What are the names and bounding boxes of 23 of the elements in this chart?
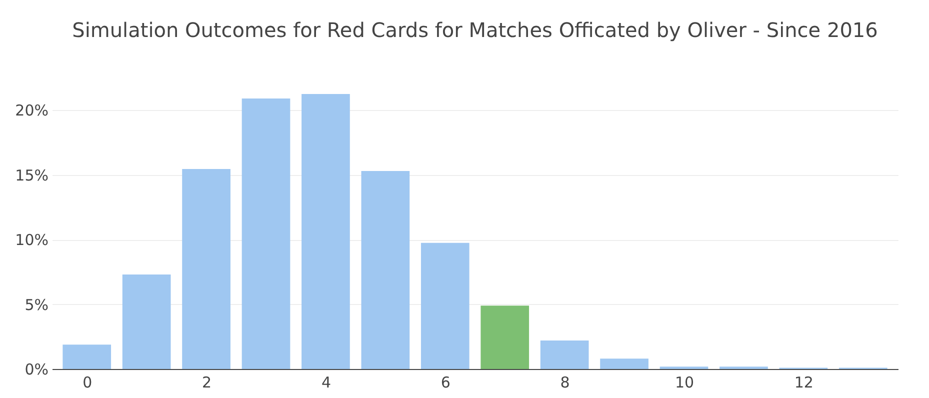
bar — [302, 94, 350, 369]
y-tick-label: 15% — [15, 166, 48, 184]
x-tick-label: 0 — [82, 374, 92, 392]
y-tick-label: 5% — [24, 296, 48, 314]
x-tick-label: 2 — [202, 374, 212, 392]
x-tick-label: 6 — [440, 374, 450, 392]
y-tick-label: 10% — [15, 231, 48, 250]
x-tick-label: 10 — [674, 374, 694, 392]
x-tick-label: 12 — [794, 374, 814, 392]
x-tick-label: 8 — [560, 374, 570, 392]
bar — [242, 98, 290, 369]
bar — [62, 344, 112, 369]
bar — [182, 169, 230, 369]
bar — [361, 171, 410, 369]
bar — [540, 340, 589, 369]
x-tick-label: 4 — [321, 374, 331, 392]
y-tick-label: 0% — [24, 360, 48, 378]
bar — [480, 306, 530, 369]
bar — [122, 274, 171, 369]
chart-title: Simulation Outcomes for Red Cards for Matches Officated by Oliver - Since 2016 — [72, 18, 878, 42]
y-tick-label: 20% — [15, 102, 48, 120]
bar — [600, 358, 648, 369]
bar — [420, 242, 470, 369]
